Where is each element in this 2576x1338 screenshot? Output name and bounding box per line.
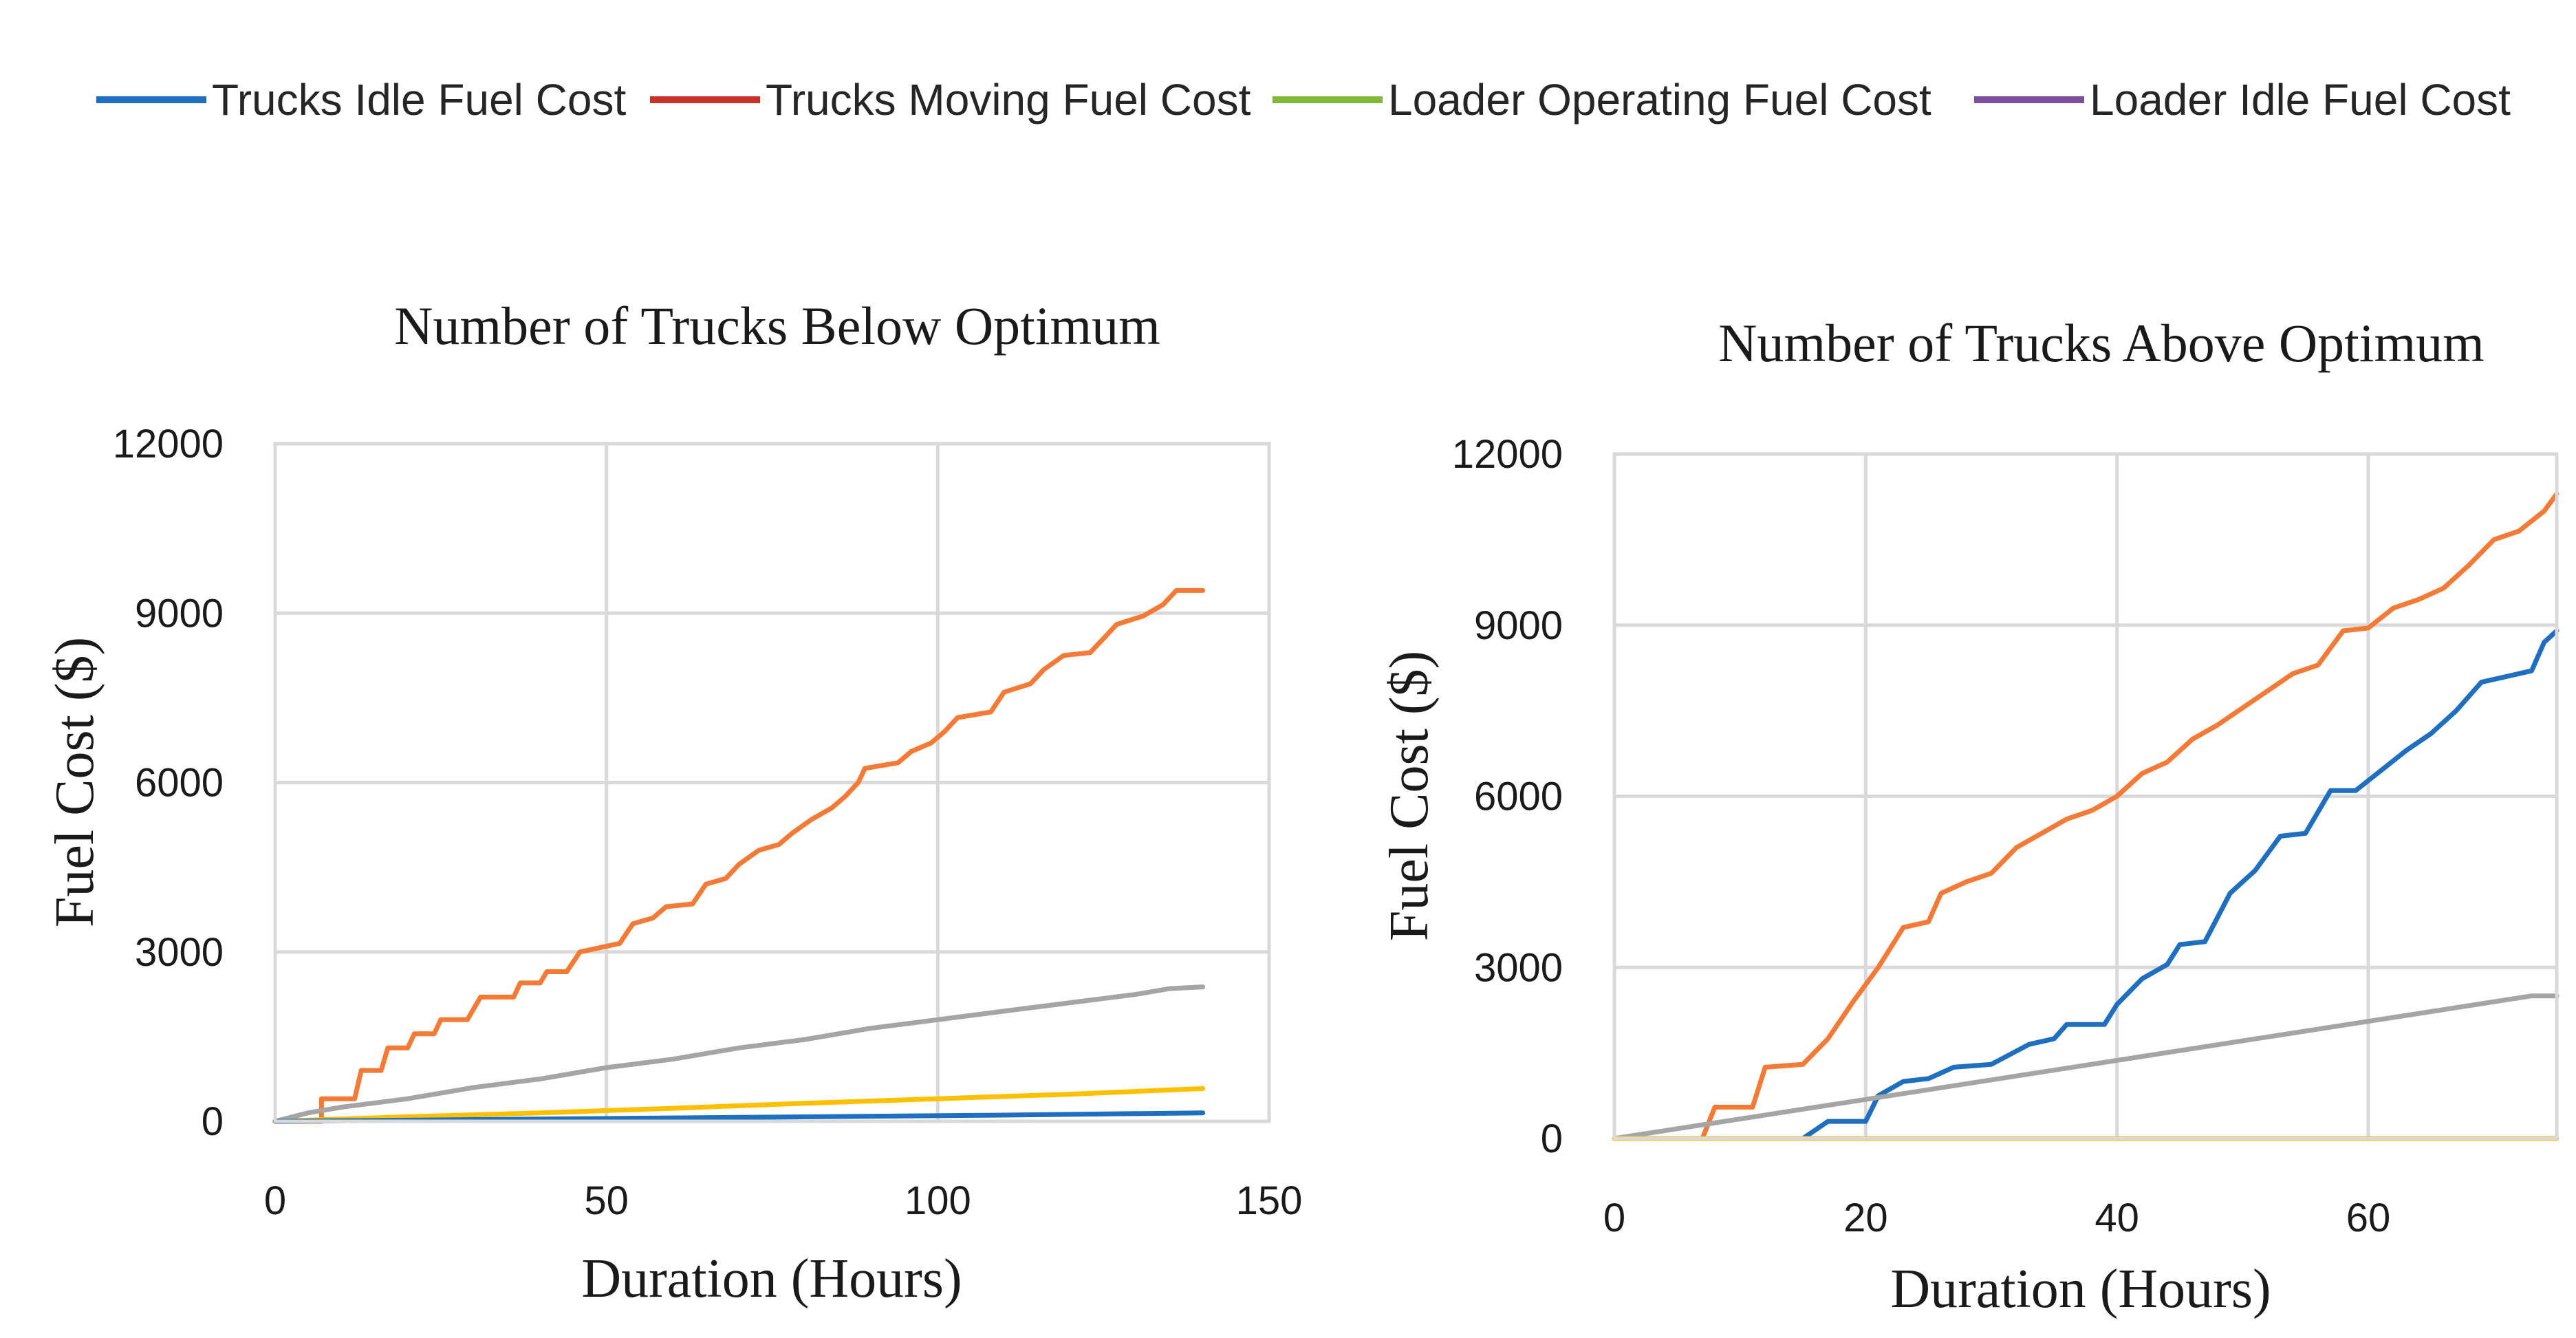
y-tick-label: 12000	[1452, 432, 1563, 477]
x-tick-label: 50	[584, 1178, 629, 1223]
legend: Trucks Idle Fuel Cost Trucks Moving Fuel…	[96, 75, 2511, 125]
x-axis-title: Duration (Hours)	[581, 1249, 962, 1309]
legend-label: Loader Idle Fuel Cost	[2090, 75, 2511, 125]
y-tick-label: 12000	[113, 422, 224, 466]
chart-title: Number of Trucks Below Optimum	[394, 296, 1160, 356]
y-axis-title: Fuel Cost ($)	[1379, 651, 1440, 941]
x-tick-label: 100	[905, 1178, 971, 1223]
chart-below-optimum: Number of Trucks Below Optimum 0 3000 6000…	[45, 296, 1303, 1309]
series-line-orange	[1612, 491, 2559, 1141]
y-tick-label: 3000	[135, 930, 224, 975]
legend-label: Loader Operating Fuel Cost	[1388, 75, 1931, 125]
chart-above-optimum: Number of Trucks Above Optimum 030006000…	[1379, 313, 2559, 1319]
x-tick-label: 20	[1843, 1196, 1888, 1240]
x-tick-label: 60	[2346, 1196, 2391, 1240]
y-tick-label: 0	[202, 1099, 224, 1144]
x-tick-label: 0	[264, 1178, 286, 1223]
gridlines	[273, 442, 1271, 1123]
legend-item: Loader Idle Fuel Cost	[1974, 75, 2511, 125]
y-tick-label: 9000	[135, 591, 224, 636]
series-lines	[272, 587, 1206, 1124]
legend-label: Trucks Moving Fuel Cost	[766, 75, 1251, 125]
y-tick-label: 3000	[1474, 945, 1563, 990]
gridlines	[1612, 452, 2557, 1141]
plot-area	[1612, 452, 2559, 1141]
y-axis-title: Fuel Cost ($)	[45, 637, 105, 927]
chart-title: Number of Trucks Above Optimum	[1718, 313, 2485, 373]
series-line-gray	[272, 984, 1206, 1124]
series-line-blue	[1612, 628, 2559, 1141]
x-tick-label: 150	[1236, 1178, 1303, 1223]
x-tick-label: 40	[2095, 1196, 2139, 1240]
legend-item: Loader Operating Fuel Cost	[1273, 75, 1931, 125]
x-tick-label: 0	[1603, 1196, 1625, 1240]
y-tick-labels: 0 3000 6000 9000 12000	[1452, 432, 1563, 1161]
legend-label: Trucks Idle Fuel Cost	[212, 75, 626, 125]
x-tick-labels: 0 50 100 150	[264, 1178, 1303, 1223]
series-line-gray	[1612, 993, 2559, 1141]
y-tick-label: 6000	[1474, 775, 1563, 819]
legend-item: Trucks Idle Fuel Cost	[96, 75, 626, 125]
legend-item: Trucks Moving Fuel Cost	[650, 75, 1251, 125]
series-line-yellow	[272, 1086, 1206, 1124]
series-line-orange	[272, 587, 1206, 1124]
y-tick-label: 0	[1541, 1116, 1563, 1161]
y-tick-labels: 0 3000 6000 9000 12000	[113, 422, 224, 1144]
y-tick-label: 6000	[135, 761, 224, 806]
plot-area	[273, 442, 1271, 1123]
y-tick-label: 9000	[1474, 603, 1563, 648]
series-lines	[1612, 491, 2559, 1141]
x-tick-labels: 0 20 40 60	[1603, 1196, 2390, 1240]
x-axis-title: Duration (Hours)	[1890, 1259, 2271, 1319]
